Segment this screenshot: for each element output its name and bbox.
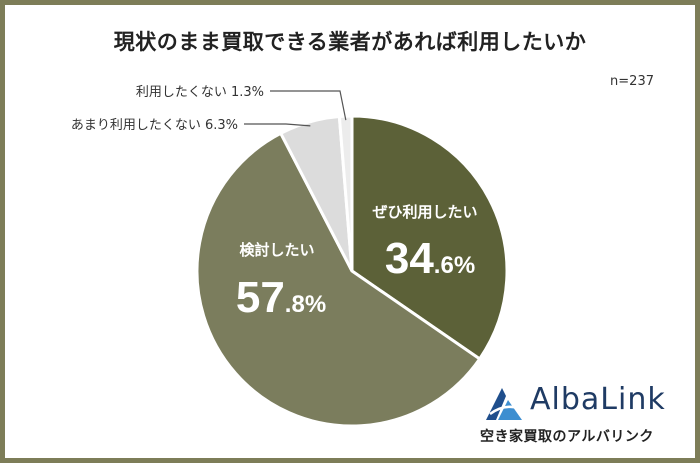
slice-considering-label: 検討したい	[239, 241, 314, 259]
slice-do-not-want-leader-line	[270, 90, 347, 121]
logo-wordmark: AlbaLink	[530, 382, 666, 417]
slice-considering	[195, 131, 482, 428]
sample-size-label: n=237	[610, 74, 654, 89]
chart-title: 現状のまま買取できる業者があれば利用したいか	[113, 30, 587, 54]
slice-rather-not-leader-line	[244, 123, 311, 127]
slice-yes-definitely-value: 34.6%	[385, 234, 475, 283]
slice-do-not-want	[337, 114, 354, 272]
slice-considering-value: 57.8%	[236, 273, 326, 322]
logo-mark-icon	[486, 388, 525, 420]
albalink-logo: AlbaLink 空き家買取のアルバリンク	[480, 382, 695, 452]
slice-yes-definitely	[350, 114, 509, 362]
slice-rather-not-label: あまり利用したくない 6.3%	[71, 118, 238, 133]
logo-tagline: 空き家買取のアルバリンク	[480, 429, 654, 445]
slice-yes-definitely-label: ぜひ利用したい	[372, 203, 477, 221]
slice-do-not-want-label: 利用したくない 1.3%	[136, 85, 264, 100]
